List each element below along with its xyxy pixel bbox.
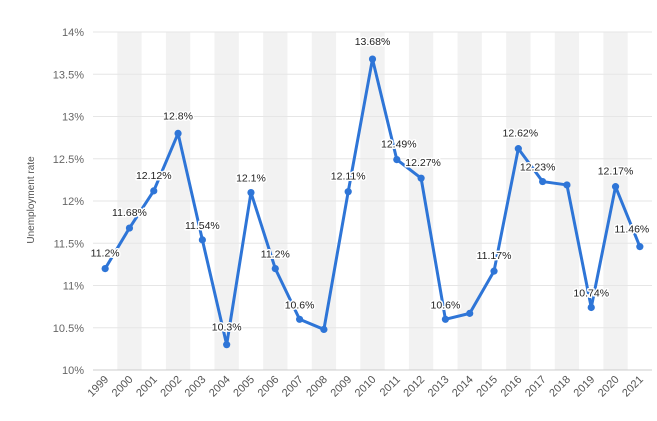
data-label-2005: 12.1% bbox=[236, 173, 266, 185]
x-tick-label: 2019 bbox=[572, 374, 598, 400]
x-tick-label: 2010 bbox=[353, 374, 379, 400]
data-point-2008 bbox=[320, 325, 328, 334]
data-label-2004: 10.3% bbox=[212, 322, 242, 334]
y-tick-label: 10% bbox=[62, 365, 84, 377]
x-tick-label: 2009 bbox=[329, 374, 355, 400]
x-tick-label: 2002 bbox=[158, 374, 184, 400]
data-point-2004 bbox=[223, 341, 231, 349]
x-axis-ticks: 1999200020012002200320042005200620072008… bbox=[85, 374, 645, 400]
data-point-2006 bbox=[271, 265, 279, 273]
data-label-2017: 12.23% bbox=[520, 162, 556, 174]
x-tick-label: 2011 bbox=[378, 374, 403, 399]
data-point-2001 bbox=[150, 187, 158, 195]
x-tick-label: 2013 bbox=[426, 374, 452, 400]
data-point-2011 bbox=[393, 155, 401, 164]
x-tick-label: 2003 bbox=[183, 374, 209, 400]
data-point-1999 bbox=[101, 265, 109, 273]
data-point-2019 bbox=[587, 303, 595, 312]
x-tick-label: 2000 bbox=[110, 374, 136, 400]
y-tick-label: 10.5% bbox=[53, 323, 84, 335]
x-tick-label: 2006 bbox=[256, 374, 282, 400]
data-labels: 11.2% 11.68% 12.12% 12.8% 11.54% 10.3% 12.1% 11… bbox=[89, 35, 651, 336]
data-point-2016 bbox=[514, 145, 522, 153]
data-point-2003 bbox=[198, 236, 206, 244]
y-tick-label: 11% bbox=[63, 281, 84, 293]
x-tick-label: 2001 bbox=[134, 374, 160, 400]
data-point-2009 bbox=[344, 188, 352, 196]
data-point-2017 bbox=[539, 177, 547, 186]
data-label-2013: 10.6% bbox=[431, 299, 461, 311]
x-tick-label: 2015 bbox=[474, 374, 500, 400]
data-label-2015: 11.17% bbox=[477, 250, 512, 262]
data-label-2001: 12.12% bbox=[136, 170, 172, 182]
data-point-2015 bbox=[490, 267, 498, 275]
data-point-2020 bbox=[611, 183, 620, 191]
data-point-2010 bbox=[368, 55, 377, 63]
x-tick-label: 2016 bbox=[499, 374, 525, 400]
x-tick-label: 2007 bbox=[280, 374, 306, 400]
y-axis-ticks: 10% 10.5% 11% 11.5% 12% 12.5% 13% 13.5% 14% bbox=[53, 27, 84, 377]
x-tick-label: 2018 bbox=[547, 374, 573, 400]
x-tick-label: 2020 bbox=[596, 374, 622, 400]
y-tick-label: 14% bbox=[62, 27, 84, 39]
data-label-2016: 12.62% bbox=[503, 128, 539, 140]
y-axis-title: Unemployment rate bbox=[26, 156, 37, 244]
x-tick-label: 2014 bbox=[450, 374, 476, 400]
data-point-2002 bbox=[174, 129, 182, 137]
y-tick-label: 13% bbox=[62, 112, 84, 124]
x-tick-label: 2012 bbox=[401, 374, 427, 400]
data-label-2011: 12.49% bbox=[381, 139, 417, 151]
data-label-2021: 11.46% bbox=[614, 224, 649, 236]
x-tick-label: 2017 bbox=[523, 374, 549, 400]
data-point-2000 bbox=[125, 224, 134, 232]
data-point-2018 bbox=[563, 181, 571, 189]
data-label-2006: 11.2% bbox=[261, 249, 290, 261]
data-point-2021 bbox=[636, 243, 644, 251]
y-tick-label: 13.5% bbox=[53, 69, 84, 81]
y-tick-label: 11.5% bbox=[54, 238, 85, 250]
data-point-2013 bbox=[441, 315, 450, 323]
x-tick-label: 2004 bbox=[207, 374, 233, 400]
x-tick-label: 1999 bbox=[85, 374, 111, 400]
y-tick-label: 12.5% bbox=[53, 154, 84, 166]
y-tick-label: 12% bbox=[62, 196, 84, 208]
x-tick-label: 2005 bbox=[231, 374, 257, 400]
data-label-2020: 12.17% bbox=[598, 166, 634, 178]
data-label-2009: 12.11% bbox=[331, 171, 366, 183]
data-point-2007 bbox=[295, 315, 304, 323]
series-layer bbox=[101, 55, 644, 349]
data-label-2012: 12.27% bbox=[405, 157, 441, 169]
data-label-2010: 13.68% bbox=[355, 36, 391, 48]
x-tick-label: 2021 bbox=[620, 374, 646, 400]
x-tick-label: 2008 bbox=[304, 374, 330, 400]
data-label-1999: 11.2% bbox=[91, 248, 120, 260]
data-label-2019: 10.74% bbox=[573, 287, 609, 299]
data-point-2014 bbox=[466, 309, 474, 317]
data-label-2002: 12.8% bbox=[163, 110, 193, 122]
data-point-2012 bbox=[417, 174, 425, 182]
y-gridlines bbox=[93, 31, 652, 371]
data-label-2007: 10.6% bbox=[285, 299, 315, 311]
data-point-2005 bbox=[247, 188, 255, 197]
data-label-2000: 11.68% bbox=[112, 207, 147, 219]
data-label-2003: 11.54% bbox=[185, 220, 220, 232]
